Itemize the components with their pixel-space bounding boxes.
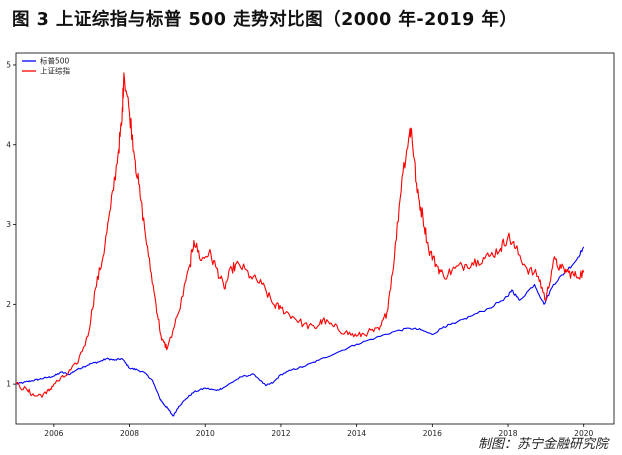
series-layer xyxy=(15,72,585,417)
y-tick-label: 1 xyxy=(6,380,11,389)
axis-ticks: 2006 2008 2010 2012 2014 2016 2018 2020 1 2 3 4 5 xyxy=(6,60,593,438)
x-tick-label: 2016 xyxy=(423,429,442,438)
y-tick-label: 2 xyxy=(6,300,11,309)
x-tick-label: 2008 xyxy=(120,429,139,438)
legend-label: 标普500 xyxy=(40,56,70,66)
x-tick-label: 2010 xyxy=(196,429,215,438)
legend-label: 上证综指 xyxy=(40,66,70,76)
series-line-1 xyxy=(15,72,585,398)
figure-title: 图 3 上证综指与标普 500 走势对比图（2000 年-2019 年） xyxy=(12,10,518,30)
x-tick-label: 2006 xyxy=(44,429,63,438)
series-line-0 xyxy=(15,246,585,417)
x-tick-label: 2020 xyxy=(574,429,593,438)
x-tick-label: 2018 xyxy=(498,429,517,438)
x-tick-label: 2012 xyxy=(271,429,290,438)
y-tick-label: 4 xyxy=(6,140,11,149)
y-tick-label: 3 xyxy=(6,220,11,229)
source-note: 制图：苏宁金融研究院 xyxy=(477,437,608,452)
x-tick-label: 2014 xyxy=(347,429,366,438)
y-tick-label: 5 xyxy=(6,60,11,69)
